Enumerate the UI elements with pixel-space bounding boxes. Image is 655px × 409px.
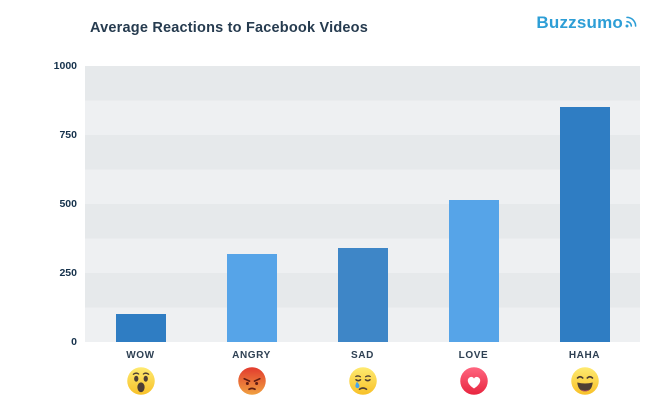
bar-haha xyxy=(559,107,610,342)
bar-slot xyxy=(307,66,418,342)
bar-sad xyxy=(337,248,388,342)
icon-slot xyxy=(529,366,640,396)
wow-emoji-icon xyxy=(126,366,156,396)
y-tick-label: 750 xyxy=(59,129,77,141)
page-title: Average Reactions to Facebook Videos xyxy=(90,20,368,36)
bar-slot xyxy=(529,66,640,342)
bar-slot xyxy=(85,66,196,342)
x-axis-labels: WOW ANGRY SAD LOVE HAHA xyxy=(85,350,640,361)
y-tick-label: 500 xyxy=(59,198,77,210)
x-label-sad: SAD xyxy=(351,350,374,361)
haha-emoji-icon xyxy=(570,366,600,396)
bar-chart: 0 250 500 750 1000 xyxy=(40,60,640,348)
icon-slot xyxy=(418,366,529,396)
bars-container xyxy=(85,66,640,342)
icon-slot xyxy=(307,366,418,396)
x-label-angry: ANGRY xyxy=(232,350,271,361)
sad-emoji-icon xyxy=(348,366,378,396)
y-axis: 0 250 500 750 1000 xyxy=(40,60,85,348)
bar-wow xyxy=(115,314,166,342)
reaction-icons-row xyxy=(85,366,640,396)
bar-angry xyxy=(226,253,277,342)
plot-area xyxy=(85,66,640,342)
x-label-wow: WOW xyxy=(126,350,155,361)
buzzsumo-logo-text: Buzzsumo xyxy=(536,13,623,32)
bar-love xyxy=(448,199,499,342)
love-emoji-icon xyxy=(459,366,489,396)
y-tick-label: 1000 xyxy=(53,60,77,72)
x-label-haha: HAHA xyxy=(568,350,601,361)
y-tick-label: 250 xyxy=(59,267,77,279)
bar-slot xyxy=(196,66,307,342)
bar-slot xyxy=(418,66,529,342)
signal-waves-icon xyxy=(625,16,637,28)
y-tick-label: 0 xyxy=(71,336,77,348)
angry-emoji-icon xyxy=(237,366,267,396)
x-label-love: LOVE xyxy=(458,350,489,361)
icon-slot xyxy=(196,366,307,396)
buzzsumo-logo: Buzzsumo xyxy=(536,13,639,33)
icon-slot xyxy=(85,366,196,396)
